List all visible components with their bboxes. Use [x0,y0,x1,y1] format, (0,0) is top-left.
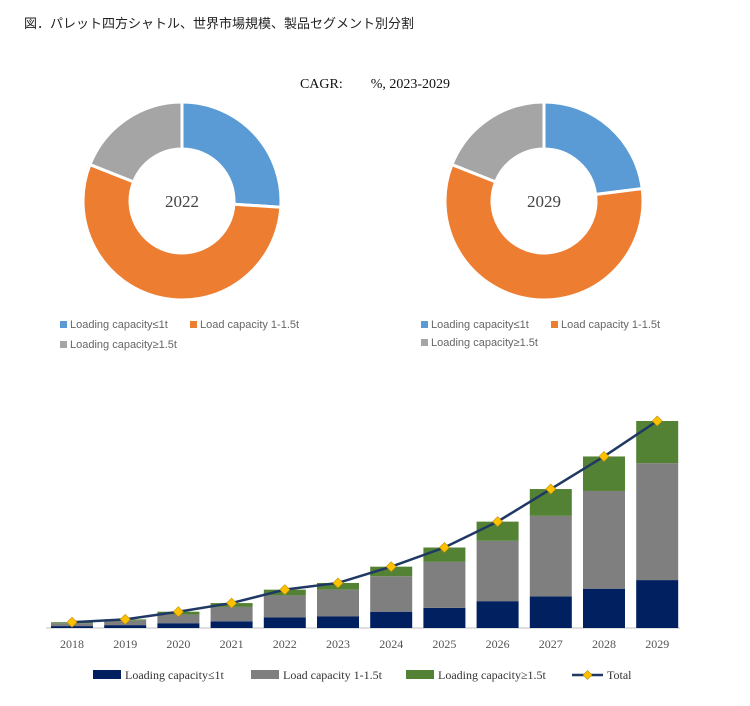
x-axis-ticks: 2018 2019 2020 2021 2022 2023 2024 2025 2026 2027… [60,637,669,651]
legend-label-1-1-5t: Load capacity 1-1.5t [561,319,660,331]
donut-center-label: 2022 [165,192,199,211]
bar-segment-le1t [476,601,519,628]
total-marker [172,606,184,618]
bar-segment-1-1-5t [636,463,679,581]
x-tick-label: 2026 [486,637,510,651]
bar-segment-1-1-5t [263,595,306,618]
x-tick-label: 2023 [326,637,350,651]
stacked-bar-chart [51,415,679,628]
donut1-legend: Loading capacity≤1t Load capacity 1-1.5t… [60,319,299,351]
bar-segment-le1t [317,616,359,628]
bar-segment-le1t [370,611,413,628]
bar-segment-1-1-5t [370,576,413,612]
donut-slice-le1t [542,100,644,197]
total-marker [66,616,78,628]
legend-label-bar-le1t: Loading capacity≤1t [125,668,225,682]
total-marker [226,597,238,609]
legend-swatch-1-1-5t [190,321,197,328]
bar-segment-1-1-5t [423,561,466,608]
total-marker [545,483,557,495]
legend-label-ge1-5t: Loading capacity≥1.5t [431,337,538,349]
bar-segment-le1t [636,580,679,628]
total-marker [119,613,131,625]
legend-swatch-bar-1-1-5t [251,670,279,679]
bar-segment-1-1-5t [583,490,625,589]
bar-segment-le1t [210,621,253,628]
total-marker [598,451,610,462]
bar-chart-legend: Loading capacity≤1t Load capacity 1-1.5t… [93,668,632,682]
legend-label-le1t: Loading capacity≤1t [70,319,168,331]
donut-slice-1-1-5t [443,162,645,302]
legend-swatch-ge1-5t [421,339,428,346]
bar-segment-ge1-5t [636,421,679,464]
legend-swatch-bar-le1t [93,670,121,679]
total-marker [651,415,663,427]
legend-label-1-1-5t: Load capacity 1-1.5t [200,319,299,331]
total-marker [492,516,504,528]
x-tick-label: 2029 [645,637,669,651]
legend-label-total: Total [607,668,632,682]
cagr-prefix: CAGR: [299,77,343,92]
bar-segment-1-1-5t [317,589,359,617]
legend-swatch-le1t [421,321,428,328]
legend-label-bar-1-1-5t: Load capacity 1-1.5t [283,668,383,682]
cagr-label: CAGR: %, 2023-2029 [0,77,750,93]
legend-swatch-le1t [60,321,67,328]
x-tick-label: 2020 [166,637,190,651]
x-tick-label: 2028 [592,637,616,651]
total-line [71,419,658,624]
figure-title: 図．パレット四方シャトル、世界市場規模、製品セグメント別分割 [24,17,415,32]
legend-swatch-ge1-5t [60,341,67,348]
total-marker [279,584,291,596]
bar-segment-ge1-5t [583,456,625,491]
donut-center-label: 2029 [527,192,561,211]
bar-segment-le1t [104,625,147,628]
bar-segment-le1t [423,607,466,628]
donut-chart-2022: 2022 [81,100,283,302]
legend-label-bar-ge1-5t: Loading capacity≥1.5t [438,668,547,682]
bar-segment-1-1-5t [476,540,519,602]
bar-segment-1-1-5t [529,515,572,597]
legend-swatch-1-1-5t [551,321,558,328]
legend-label-le1t: Loading capacity≤1t [431,319,529,331]
donut-slice-1-1-5t [81,162,283,302]
legend-swatch-total-marker [582,670,593,680]
legend-swatch-bar-ge1-5t [406,670,434,679]
cagr-value: %, 2023-2029 [370,77,451,92]
donut-slice-ge1-5t [88,100,184,184]
x-tick-label: 2021 [220,637,244,651]
donut-slice-ge1-5t [450,100,546,184]
bar-segment-le1t [263,617,306,628]
total-marker [438,542,450,553]
bar-segment-1-1-5t [210,606,253,622]
x-tick-label: 2024 [379,637,403,651]
x-tick-label: 2027 [539,637,563,651]
donut2-legend: Loading capacity≤1t Load capacity 1-1.5t… [421,319,660,349]
legend-label-ge1-5t: Loading capacity≥1.5t [70,339,177,351]
bar-segment-1-1-5t [157,614,200,624]
bar-segment-le1t [529,596,572,628]
x-tick-label: 2018 [60,637,84,651]
bar-segment-le1t [157,623,200,628]
total-marker [385,561,397,573]
donut-slice-le1t [180,100,283,209]
x-tick-label: 2022 [273,637,297,651]
bar-segment-le1t [583,588,625,628]
x-tick-label: 2025 [432,637,456,651]
x-tick-label: 2019 [113,637,137,651]
total-marker [332,577,344,589]
donut-chart-2029: 2029 [443,100,645,302]
